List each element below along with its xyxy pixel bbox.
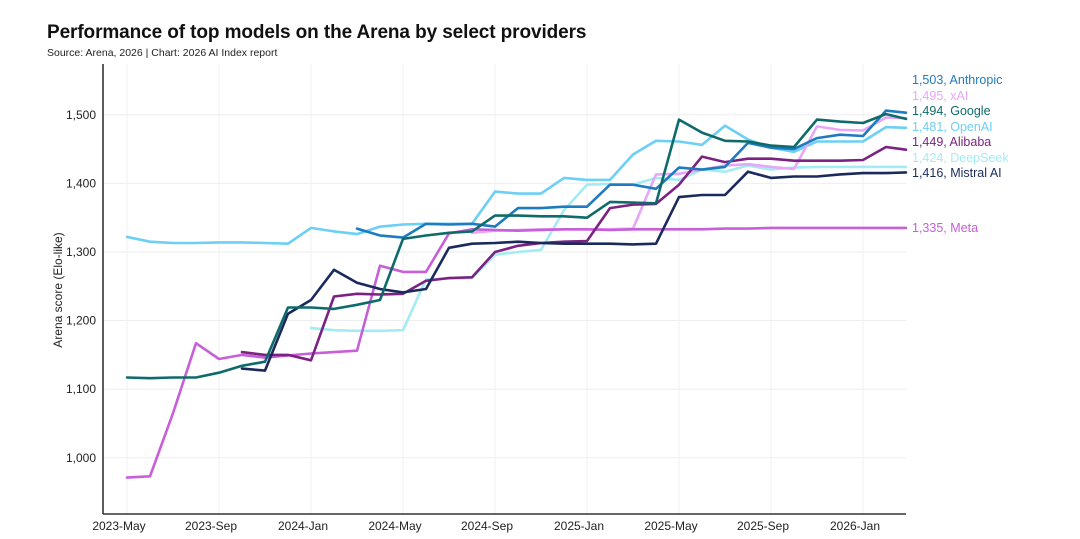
end-label-anthropic: 1,503, Anthropic [912, 73, 1002, 87]
x-tick-label: 2023-Sep [185, 519, 237, 533]
end-label-alibaba: 1,449, Alibaba [912, 135, 991, 149]
series-lines [125, 109, 908, 479]
series-line-openai [125, 124, 908, 245]
gridlines [103, 64, 906, 514]
chart-subtitle: Source: Arena, 2026 | Chart: 2026 AI Ind… [47, 47, 278, 59]
chart-title: Performance of top models on the Arena b… [47, 22, 587, 43]
x-tick-label: 2024-May [368, 519, 421, 533]
x-tick-label: 2026-Jan [830, 519, 880, 533]
y-tick-label: 1,500 [66, 108, 96, 122]
x-tick-label: 2025-Jan [554, 519, 604, 533]
series-line-mistral-ai [240, 170, 908, 372]
y-axis-label: Arena score (Elo-like) [51, 232, 65, 347]
y-tick-label: 1,400 [66, 176, 96, 190]
series-line-google [125, 112, 908, 380]
end-label-openai: 1,481, OpenAI [912, 120, 993, 134]
x-axis-ticks: 2023-May 2023-Sep 2024-Jan 2024-May 2024-Sep… [92, 519, 880, 533]
end-label-mistral-ai: 1,416, Mistral AI [912, 166, 1002, 180]
y-axis-ticks: 1,000 1,100 1,200 1,300 1,400 1,500 [66, 108, 96, 465]
x-tick-label: 2023-May [92, 519, 145, 533]
y-tick-label: 1,200 [66, 314, 96, 328]
end-label-xai: 1,495, xAI [912, 89, 968, 103]
end-label-google: 1,494, Google [912, 104, 991, 118]
x-tick-label: 2024-Jan [278, 519, 328, 533]
x-tick-label: 2025-May [644, 519, 697, 533]
y-tick-label: 1,300 [66, 245, 96, 259]
x-tick-label: 2025-Sep [737, 519, 789, 533]
x-tick-label: 2024-Sep [461, 519, 513, 533]
series-line-meta [125, 226, 908, 479]
y-tick-label: 1,000 [66, 451, 96, 465]
end-label-deepseek: 1,424, DeepSeek [912, 151, 1009, 165]
end-label-meta: 1,335, Meta [912, 221, 978, 235]
y-tick-label: 1,100 [66, 382, 96, 396]
series-line-alibaba [240, 145, 908, 362]
series-line-anthropic [355, 109, 908, 239]
